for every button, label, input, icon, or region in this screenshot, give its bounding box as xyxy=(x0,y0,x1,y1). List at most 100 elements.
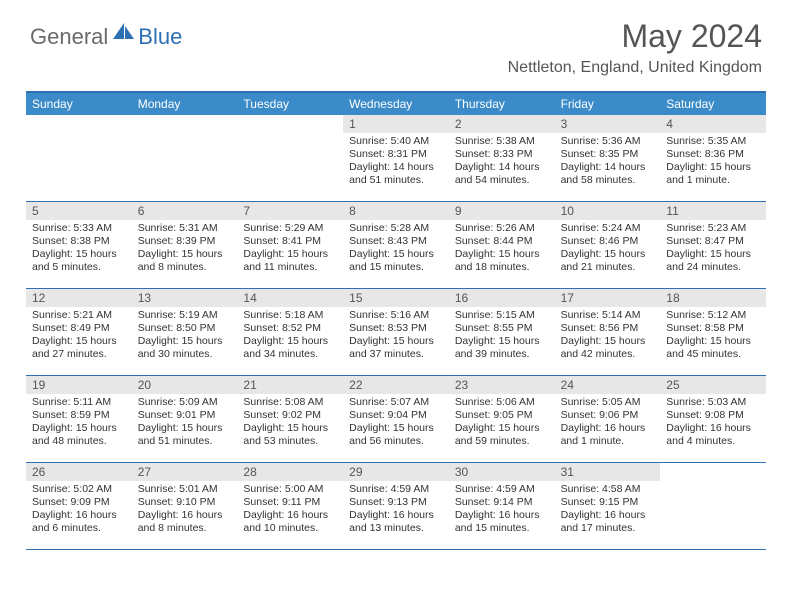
day-cell: 18Sunrise: 5:12 AMSunset: 8:58 PMDayligh… xyxy=(660,289,766,375)
day-number: 18 xyxy=(660,289,766,307)
day-body: Sunrise: 5:21 AMSunset: 8:49 PMDaylight:… xyxy=(26,307,132,366)
day-cell: 19Sunrise: 5:11 AMSunset: 8:59 PMDayligh… xyxy=(26,376,132,462)
sunset-text: Sunset: 8:36 PM xyxy=(666,148,760,161)
day-number: 2 xyxy=(449,115,555,133)
day-cell: 17Sunrise: 5:14 AMSunset: 8:56 PMDayligh… xyxy=(555,289,661,375)
sunrise-text: Sunrise: 5:02 AM xyxy=(32,483,126,496)
day-number: 30 xyxy=(449,463,555,481)
daylight-text: Daylight: 16 hours and 1 minute. xyxy=(561,422,655,448)
day-number: 7 xyxy=(237,202,343,220)
day-body: Sunrise: 5:01 AMSunset: 9:10 PMDaylight:… xyxy=(132,481,238,540)
sunrise-text: Sunrise: 5:12 AM xyxy=(666,309,760,322)
day-body: Sunrise: 4:59 AMSunset: 9:14 PMDaylight:… xyxy=(449,481,555,540)
daylight-text: Daylight: 15 hours and 30 minutes. xyxy=(138,335,232,361)
sunset-text: Sunset: 9:04 PM xyxy=(349,409,443,422)
day-number: 12 xyxy=(26,289,132,307)
daylight-text: Daylight: 15 hours and 11 minutes. xyxy=(243,248,337,274)
sunrise-text: Sunrise: 5:38 AM xyxy=(455,135,549,148)
sunset-text: Sunset: 8:38 PM xyxy=(32,235,126,248)
sunset-text: Sunset: 8:53 PM xyxy=(349,322,443,335)
day-body: Sunrise: 5:16 AMSunset: 8:53 PMDaylight:… xyxy=(343,307,449,366)
sunrise-text: Sunrise: 5:03 AM xyxy=(666,396,760,409)
sunset-text: Sunset: 8:43 PM xyxy=(349,235,443,248)
day-number: 13 xyxy=(132,289,238,307)
weeks-container: 1Sunrise: 5:40 AMSunset: 8:31 PMDaylight… xyxy=(26,115,766,550)
day-body: Sunrise: 5:09 AMSunset: 9:01 PMDaylight:… xyxy=(132,394,238,453)
week-row: 19Sunrise: 5:11 AMSunset: 8:59 PMDayligh… xyxy=(26,376,766,463)
day-body: Sunrise: 5:36 AMSunset: 8:35 PMDaylight:… xyxy=(555,133,661,192)
daylight-text: Daylight: 15 hours and 39 minutes. xyxy=(455,335,549,361)
daylight-text: Daylight: 16 hours and 10 minutes. xyxy=(243,509,337,535)
day-number: 26 xyxy=(26,463,132,481)
logo-text-general: General xyxy=(30,24,108,50)
day-cell: 2Sunrise: 5:38 AMSunset: 8:33 PMDaylight… xyxy=(449,115,555,201)
week-row: 12Sunrise: 5:21 AMSunset: 8:49 PMDayligh… xyxy=(26,289,766,376)
day-cell: 6Sunrise: 5:31 AMSunset: 8:39 PMDaylight… xyxy=(132,202,238,288)
sunrise-text: Sunrise: 5:07 AM xyxy=(349,396,443,409)
day-body: Sunrise: 5:03 AMSunset: 9:08 PMDaylight:… xyxy=(660,394,766,453)
header: General Blue May 2024 Nettleton, England… xyxy=(0,0,792,85)
daylight-text: Daylight: 15 hours and 5 minutes. xyxy=(32,248,126,274)
sunrise-text: Sunrise: 5:33 AM xyxy=(32,222,126,235)
day-body: Sunrise: 5:14 AMSunset: 8:56 PMDaylight:… xyxy=(555,307,661,366)
dayheader-row: SundayMondayTuesdayWednesdayThursdayFrid… xyxy=(26,93,766,115)
sunset-text: Sunset: 8:44 PM xyxy=(455,235,549,248)
day-number: 21 xyxy=(237,376,343,394)
day-cell: 23Sunrise: 5:06 AMSunset: 9:05 PMDayligh… xyxy=(449,376,555,462)
day-cell: 14Sunrise: 5:18 AMSunset: 8:52 PMDayligh… xyxy=(237,289,343,375)
day-body: Sunrise: 5:33 AMSunset: 8:38 PMDaylight:… xyxy=(26,220,132,279)
sunset-text: Sunset: 8:58 PM xyxy=(666,322,760,335)
title-block: May 2024 Nettleton, England, United King… xyxy=(508,18,762,77)
day-number: 4 xyxy=(660,115,766,133)
day-number: 10 xyxy=(555,202,661,220)
sunrise-text: Sunrise: 4:59 AM xyxy=(455,483,549,496)
day-body: Sunrise: 5:11 AMSunset: 8:59 PMDaylight:… xyxy=(26,394,132,453)
day-body: Sunrise: 5:06 AMSunset: 9:05 PMDaylight:… xyxy=(449,394,555,453)
daylight-text: Daylight: 15 hours and 34 minutes. xyxy=(243,335,337,361)
sunrise-text: Sunrise: 4:59 AM xyxy=(349,483,443,496)
day-body: Sunrise: 5:19 AMSunset: 8:50 PMDaylight:… xyxy=(132,307,238,366)
sunrise-text: Sunrise: 5:24 AM xyxy=(561,222,655,235)
day-cell: 30Sunrise: 4:59 AMSunset: 9:14 PMDayligh… xyxy=(449,463,555,549)
day-cell: 9Sunrise: 5:26 AMSunset: 8:44 PMDaylight… xyxy=(449,202,555,288)
day-cell xyxy=(660,463,766,549)
sunset-text: Sunset: 8:47 PM xyxy=(666,235,760,248)
day-cell: 15Sunrise: 5:16 AMSunset: 8:53 PMDayligh… xyxy=(343,289,449,375)
day-cell: 7Sunrise: 5:29 AMSunset: 8:41 PMDaylight… xyxy=(237,202,343,288)
day-body: Sunrise: 5:08 AMSunset: 9:02 PMDaylight:… xyxy=(237,394,343,453)
sunrise-text: Sunrise: 5:26 AM xyxy=(455,222,549,235)
day-cell: 20Sunrise: 5:09 AMSunset: 9:01 PMDayligh… xyxy=(132,376,238,462)
day-cell: 5Sunrise: 5:33 AMSunset: 8:38 PMDaylight… xyxy=(26,202,132,288)
day-cell: 8Sunrise: 5:28 AMSunset: 8:43 PMDaylight… xyxy=(343,202,449,288)
day-cell: 12Sunrise: 5:21 AMSunset: 8:49 PMDayligh… xyxy=(26,289,132,375)
day-cell: 21Sunrise: 5:08 AMSunset: 9:02 PMDayligh… xyxy=(237,376,343,462)
day-number-empty xyxy=(660,463,766,481)
day-number: 6 xyxy=(132,202,238,220)
sunset-text: Sunset: 9:15 PM xyxy=(561,496,655,509)
day-number-empty xyxy=(132,115,238,133)
sunrise-text: Sunrise: 5:16 AM xyxy=(349,309,443,322)
sunrise-text: Sunrise: 5:18 AM xyxy=(243,309,337,322)
daylight-text: Daylight: 15 hours and 53 minutes. xyxy=(243,422,337,448)
sunset-text: Sunset: 8:35 PM xyxy=(561,148,655,161)
dayheader: Monday xyxy=(132,93,238,115)
day-cell: 4Sunrise: 5:35 AMSunset: 8:36 PMDaylight… xyxy=(660,115,766,201)
day-body: Sunrise: 4:59 AMSunset: 9:13 PMDaylight:… xyxy=(343,481,449,540)
day-cell: 25Sunrise: 5:03 AMSunset: 9:08 PMDayligh… xyxy=(660,376,766,462)
sunrise-text: Sunrise: 5:36 AM xyxy=(561,135,655,148)
daylight-text: Daylight: 14 hours and 54 minutes. xyxy=(455,161,549,187)
daylight-text: Daylight: 16 hours and 4 minutes. xyxy=(666,422,760,448)
daylight-text: Daylight: 14 hours and 51 minutes. xyxy=(349,161,443,187)
daylight-text: Daylight: 15 hours and 15 minutes. xyxy=(349,248,443,274)
sunset-text: Sunset: 9:08 PM xyxy=(666,409,760,422)
day-number: 25 xyxy=(660,376,766,394)
day-number: 17 xyxy=(555,289,661,307)
sunrise-text: Sunrise: 5:28 AM xyxy=(349,222,443,235)
daylight-text: Daylight: 15 hours and 21 minutes. xyxy=(561,248,655,274)
sunset-text: Sunset: 9:14 PM xyxy=(455,496,549,509)
day-cell: 24Sunrise: 5:05 AMSunset: 9:06 PMDayligh… xyxy=(555,376,661,462)
day-body: Sunrise: 5:26 AMSunset: 8:44 PMDaylight:… xyxy=(449,220,555,279)
day-body: Sunrise: 5:38 AMSunset: 8:33 PMDaylight:… xyxy=(449,133,555,192)
daylight-text: Daylight: 16 hours and 8 minutes. xyxy=(138,509,232,535)
day-number: 19 xyxy=(26,376,132,394)
